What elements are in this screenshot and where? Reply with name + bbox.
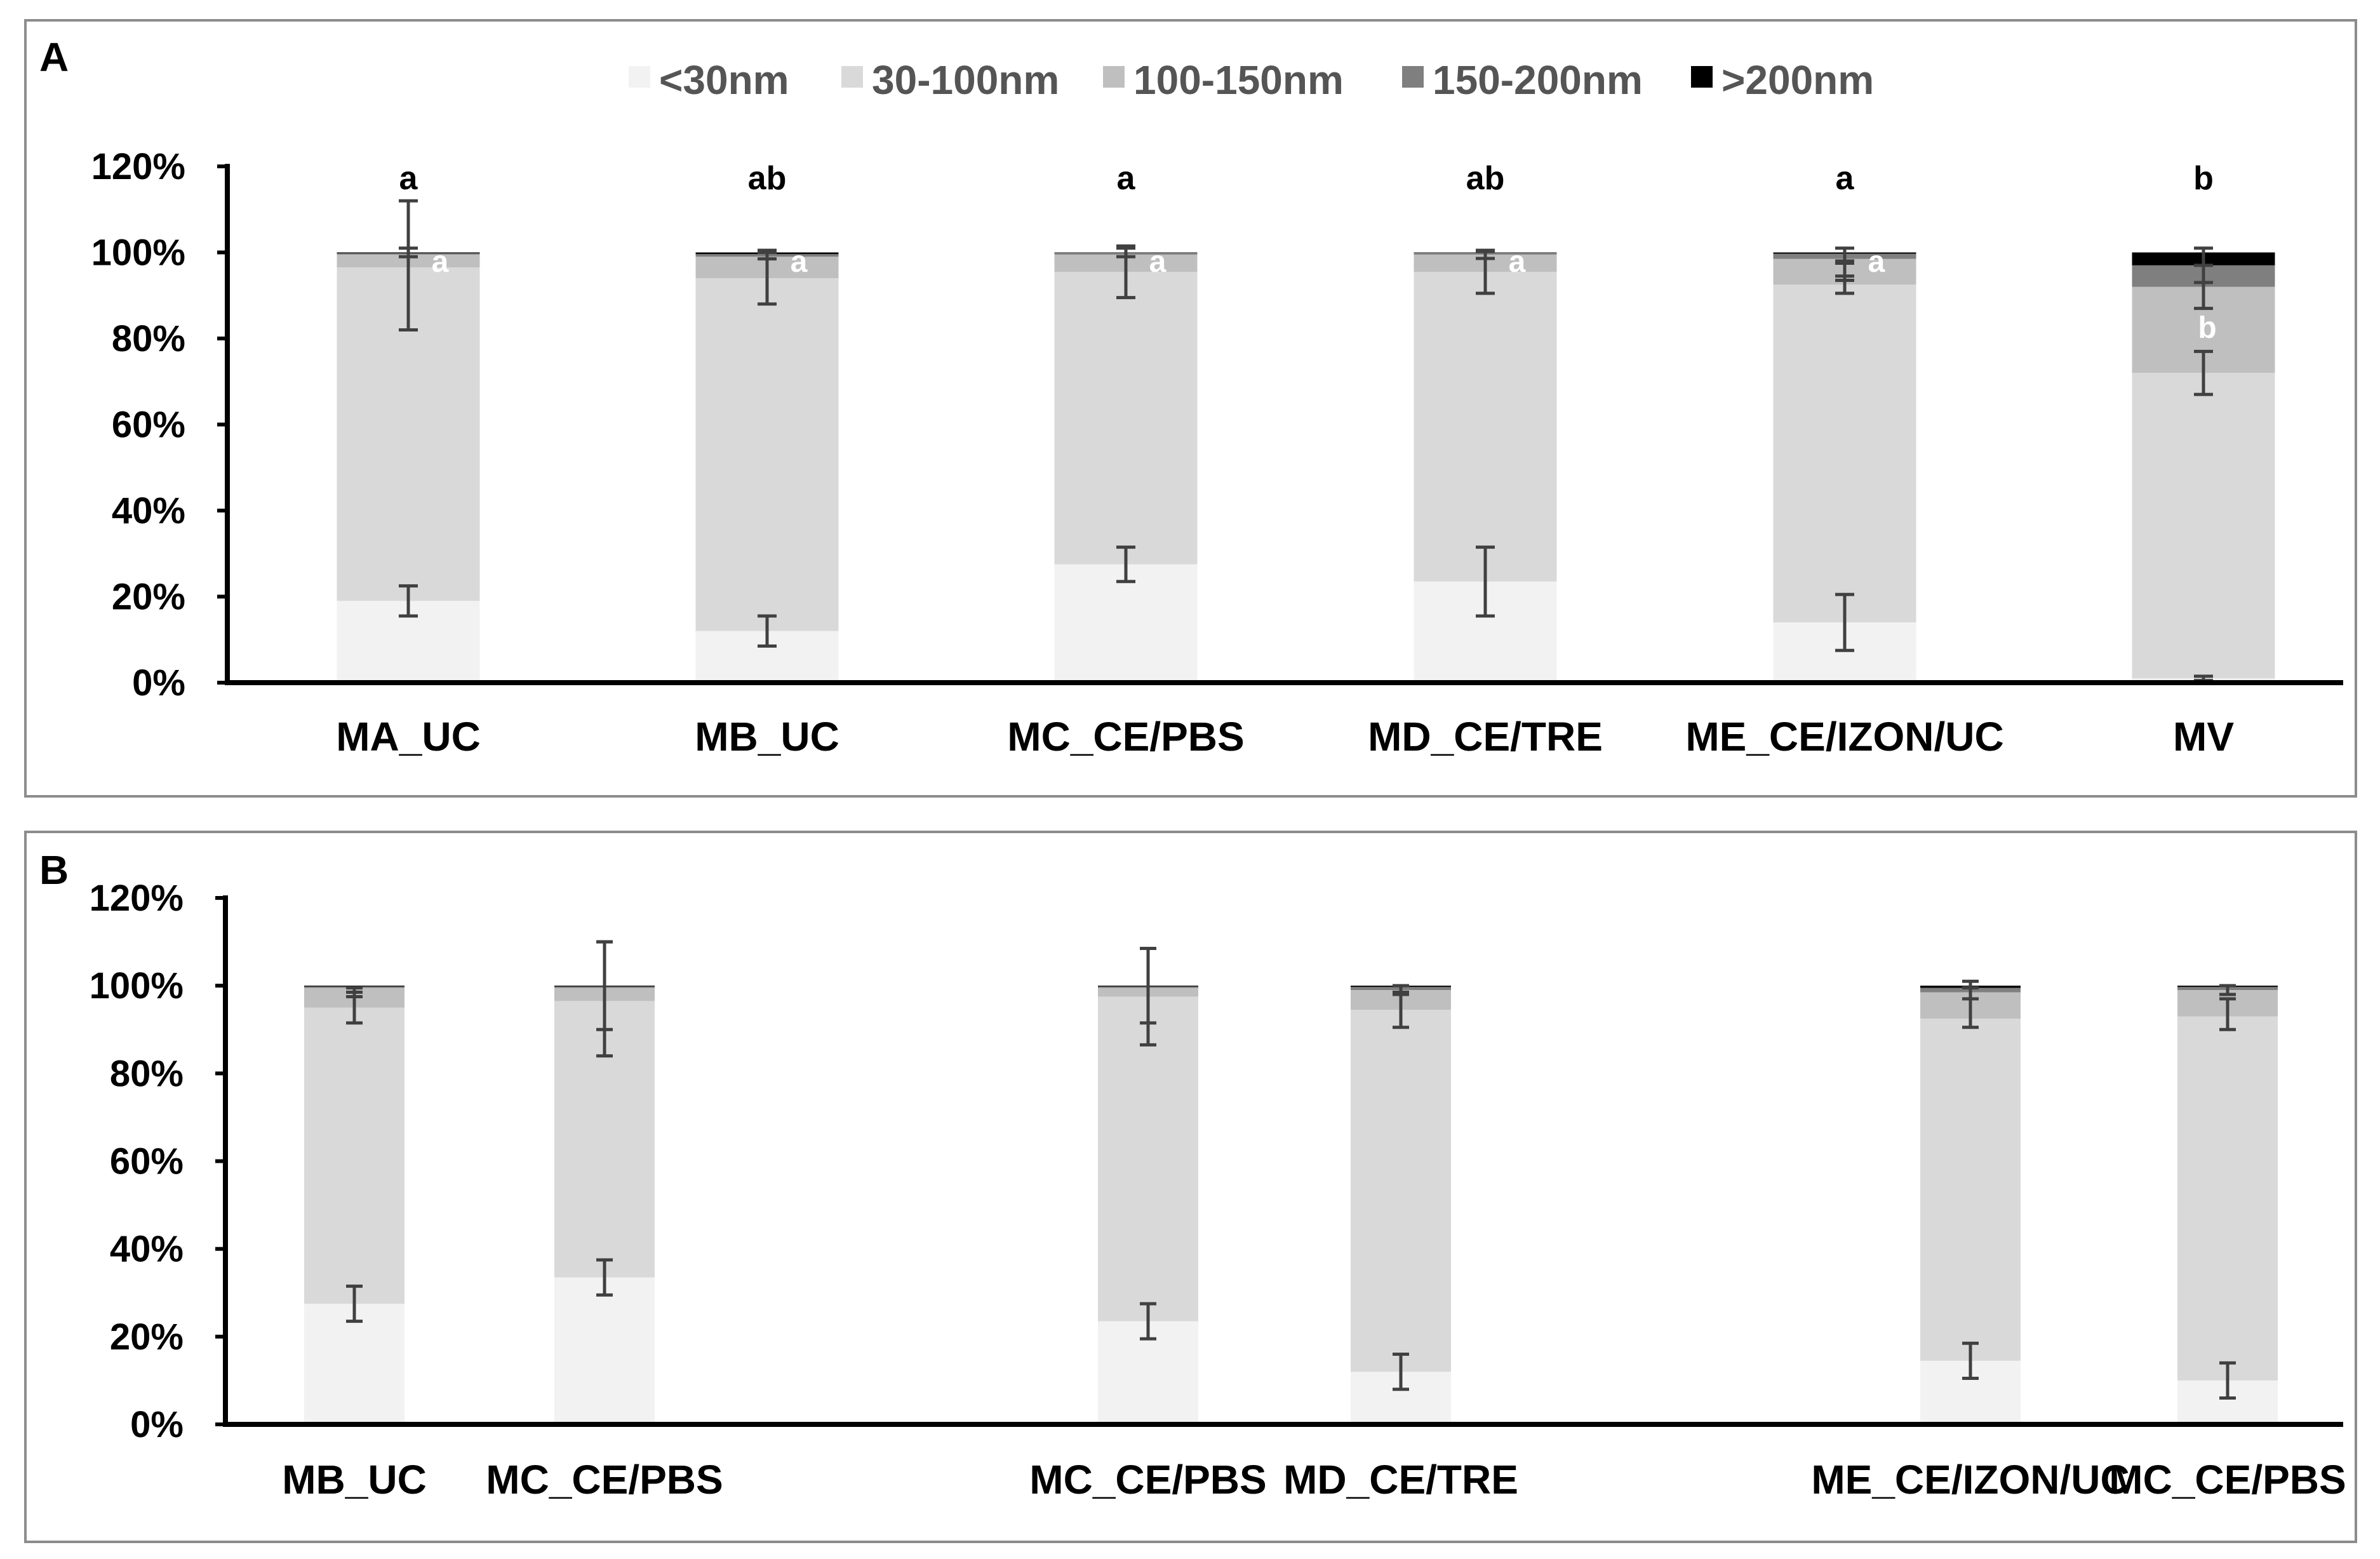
panel-a-xtick-label: MA_UC [336, 714, 481, 759]
panel-a-ytick-label: 40% [112, 490, 185, 532]
panel-a-significance-inside: a [1868, 245, 1885, 279]
panel-a-xtick-label: MV [2173, 714, 2234, 759]
panel-a-significance-inside: a [791, 245, 808, 279]
panel-a-significance-inside: a [432, 245, 449, 279]
legend-label-150-200nm: 150-200nm [1433, 57, 1643, 103]
panel-a-significance-top: ab [748, 160, 787, 197]
panel-b-chart: 0% 20% 40% 60% 80% 100% 120% MB_UC MC_CE/PBS MC_C… [90, 878, 2346, 1502]
legend-swatch-30-100nm [841, 66, 863, 88]
panel-b-bar-mb-uc-30-100nm [304, 1007, 404, 1304]
panel-b-xtick-label: MB_UC [282, 1457, 427, 1502]
panel-b-bar-md-ce-tre-30-100nm [1351, 1010, 1451, 1372]
panel-b-ytick-label: 60% [110, 1141, 184, 1182]
panel-a-bar-mc-ce-pbs-30nm [1054, 564, 1198, 683]
panel-a-significance-top: a [1117, 160, 1136, 197]
panel-b-xtick-label: MC_CE/PBS [2109, 1457, 2346, 1502]
panel-a-xtick-label: ME_CE/IZON/UC [1685, 714, 2003, 759]
legend: <30nm 30-100nm 100-150nm 150-200nm >200nm [629, 57, 1874, 103]
panel-a-bar-mc-ce-pbs-30-100nm [1054, 271, 1198, 565]
panel-b-bar-mc-ce-pbs-30-100nm [1098, 996, 1198, 1321]
panel-b-xtick-label: MC_CE/PBS [486, 1457, 723, 1502]
panel-a-significance-top: b [2193, 160, 2214, 197]
panel-a-bar-md-ce-tre-30-100nm [1414, 271, 1557, 582]
panel-a-ytick-label: 80% [112, 318, 185, 359]
panel-a-ytick-label: 60% [112, 405, 185, 446]
panel-b-bar-mc-ce-pbs-30nm [554, 1277, 655, 1424]
legend-swatch-150-200nm [1402, 66, 1424, 88]
panel-b-xtick-label: MC_CE/PBS [1029, 1457, 1266, 1502]
panel-a-bar-mv-30-100nm [2132, 373, 2275, 679]
legend-label-100-150nm: 100-150nm [1133, 57, 1344, 103]
legend-swatch-30nm [629, 66, 650, 88]
panel-b-bar-me-ce-izon-uc-30-100nm [1920, 1018, 2021, 1361]
panel-a-significance-inside: b [2198, 311, 2216, 345]
panel-a-significance-top: ab [1466, 160, 1505, 197]
panel-a-xtick-label: MB_UC [695, 714, 839, 759]
panel-b-xtick-label: MD_CE/TRE [1283, 1457, 1518, 1502]
panel-b-xtick-label: ME_CE/IZON/UC [1811, 1457, 2129, 1502]
panel-a-xtick-label: MC_CE/PBS [1007, 714, 1244, 759]
panel-a-chart: 0%20%40%60%80%100%120%MA_UCaaMB_UCabaMC_… [91, 146, 2343, 759]
panel-a-ytick-label: 0% [132, 662, 185, 704]
panel-b-ytick-label: 0% [130, 1404, 184, 1445]
panel-a-significance-inside: a [1149, 245, 1167, 279]
panel-a-ytick-label: 20% [112, 577, 185, 618]
panel-a-significance-top: a [399, 160, 418, 197]
panel-a-significance-top: a [1836, 160, 1855, 197]
legend-swatch-100-150nm [1103, 66, 1125, 88]
panel-b-label: B [39, 847, 69, 893]
panel-b-bar-mb-uc-30nm [304, 1304, 404, 1424]
panel-b-bar-mc-ce-pbs-30-100nm [2177, 1016, 2278, 1381]
panel-a-bar-me-ce-izon-uc-30-100nm [1773, 284, 1916, 623]
legend-label-30-100nm: 30-100nm [872, 57, 1059, 103]
legend-label-30nm: <30nm [659, 57, 789, 103]
panel-a-label: A [39, 34, 69, 80]
legend-swatch-200nm [1691, 66, 1713, 88]
panel-b-ytick-label: 20% [110, 1316, 184, 1358]
panel-a-significance-inside: a [1509, 245, 1526, 279]
panel-a-ytick-label: 100% [91, 232, 185, 274]
panel-b-ytick-label: 100% [90, 965, 184, 1007]
panel-a-ytick-label: 120% [91, 146, 185, 187]
panel-a-bar-mb-uc-30-100nm [695, 278, 839, 631]
panel-a-xtick-label: MD_CE/TRE [1368, 714, 1603, 759]
panel-b-ytick-label: 40% [110, 1229, 184, 1270]
panel-b-ytick-label: 80% [110, 1053, 184, 1094]
legend-label-200nm: >200nm [1721, 57, 1874, 103]
panel-b-ytick-label: 120% [90, 878, 184, 919]
